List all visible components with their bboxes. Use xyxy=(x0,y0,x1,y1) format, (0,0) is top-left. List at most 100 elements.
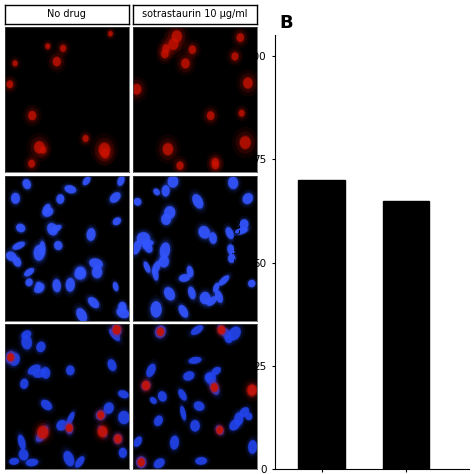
Ellipse shape xyxy=(150,264,161,285)
Ellipse shape xyxy=(196,287,215,309)
Ellipse shape xyxy=(37,236,48,261)
Ellipse shape xyxy=(186,321,208,339)
Ellipse shape xyxy=(15,429,28,456)
Ellipse shape xyxy=(142,240,150,249)
Ellipse shape xyxy=(21,456,43,469)
Ellipse shape xyxy=(79,268,84,275)
Ellipse shape xyxy=(41,202,52,217)
Circle shape xyxy=(94,138,114,161)
Circle shape xyxy=(165,34,182,55)
Ellipse shape xyxy=(109,329,120,341)
Ellipse shape xyxy=(155,387,170,406)
Ellipse shape xyxy=(218,324,226,336)
Ellipse shape xyxy=(214,288,224,305)
Circle shape xyxy=(34,141,45,153)
Circle shape xyxy=(209,381,220,394)
Ellipse shape xyxy=(146,295,166,324)
Ellipse shape xyxy=(118,390,129,399)
Circle shape xyxy=(183,39,201,60)
Ellipse shape xyxy=(63,362,78,379)
Ellipse shape xyxy=(118,302,126,311)
Ellipse shape xyxy=(114,434,122,444)
Text: No drug: No drug xyxy=(47,9,86,19)
Circle shape xyxy=(66,424,73,432)
Ellipse shape xyxy=(155,251,173,272)
Ellipse shape xyxy=(26,459,38,466)
Circle shape xyxy=(9,56,21,71)
Ellipse shape xyxy=(228,245,235,255)
Circle shape xyxy=(207,111,214,120)
Ellipse shape xyxy=(168,175,178,188)
Ellipse shape xyxy=(241,191,255,206)
Ellipse shape xyxy=(144,243,153,253)
Ellipse shape xyxy=(160,201,180,224)
Circle shape xyxy=(206,152,224,173)
Ellipse shape xyxy=(208,364,224,378)
Ellipse shape xyxy=(199,226,210,238)
Circle shape xyxy=(39,146,47,154)
Ellipse shape xyxy=(215,321,228,339)
Ellipse shape xyxy=(116,307,130,319)
Ellipse shape xyxy=(137,456,146,468)
Ellipse shape xyxy=(107,327,122,343)
Ellipse shape xyxy=(215,290,223,303)
Ellipse shape xyxy=(80,173,93,189)
Ellipse shape xyxy=(92,406,109,424)
Circle shape xyxy=(114,435,121,443)
Ellipse shape xyxy=(75,456,85,468)
Circle shape xyxy=(35,423,51,442)
Circle shape xyxy=(168,26,186,47)
Circle shape xyxy=(132,84,141,94)
Circle shape xyxy=(37,144,49,156)
Ellipse shape xyxy=(55,418,69,433)
Ellipse shape xyxy=(158,239,172,261)
Ellipse shape xyxy=(43,204,50,215)
Ellipse shape xyxy=(153,268,158,281)
Ellipse shape xyxy=(11,193,20,204)
Ellipse shape xyxy=(142,240,154,247)
Ellipse shape xyxy=(209,232,217,244)
Ellipse shape xyxy=(94,409,108,422)
Circle shape xyxy=(134,454,149,471)
Circle shape xyxy=(236,33,245,43)
Ellipse shape xyxy=(36,341,46,353)
Ellipse shape xyxy=(225,334,232,343)
Ellipse shape xyxy=(138,377,154,394)
Ellipse shape xyxy=(112,280,119,293)
Ellipse shape xyxy=(98,426,107,438)
Ellipse shape xyxy=(187,416,203,436)
Circle shape xyxy=(97,425,108,438)
Ellipse shape xyxy=(73,266,88,282)
Ellipse shape xyxy=(158,392,167,401)
Ellipse shape xyxy=(189,418,201,434)
Ellipse shape xyxy=(9,353,19,366)
Circle shape xyxy=(231,27,249,48)
Circle shape xyxy=(216,323,227,337)
Ellipse shape xyxy=(239,219,249,230)
Ellipse shape xyxy=(245,412,252,420)
Ellipse shape xyxy=(115,172,127,190)
Ellipse shape xyxy=(111,279,120,294)
Ellipse shape xyxy=(152,266,160,283)
Ellipse shape xyxy=(159,181,173,201)
Circle shape xyxy=(28,111,36,120)
Ellipse shape xyxy=(32,282,46,295)
Circle shape xyxy=(210,383,219,392)
Ellipse shape xyxy=(40,204,57,220)
Ellipse shape xyxy=(191,420,200,431)
Ellipse shape xyxy=(78,267,85,275)
Ellipse shape xyxy=(8,351,22,368)
Ellipse shape xyxy=(64,451,74,466)
Circle shape xyxy=(13,61,18,66)
Ellipse shape xyxy=(104,402,114,414)
Ellipse shape xyxy=(26,458,38,466)
Ellipse shape xyxy=(118,390,128,398)
Ellipse shape xyxy=(24,268,35,277)
Ellipse shape xyxy=(51,225,61,232)
Circle shape xyxy=(239,110,245,117)
Ellipse shape xyxy=(216,426,224,435)
Ellipse shape xyxy=(162,204,177,221)
Ellipse shape xyxy=(74,265,88,281)
Ellipse shape xyxy=(162,285,177,303)
Ellipse shape xyxy=(205,294,219,308)
